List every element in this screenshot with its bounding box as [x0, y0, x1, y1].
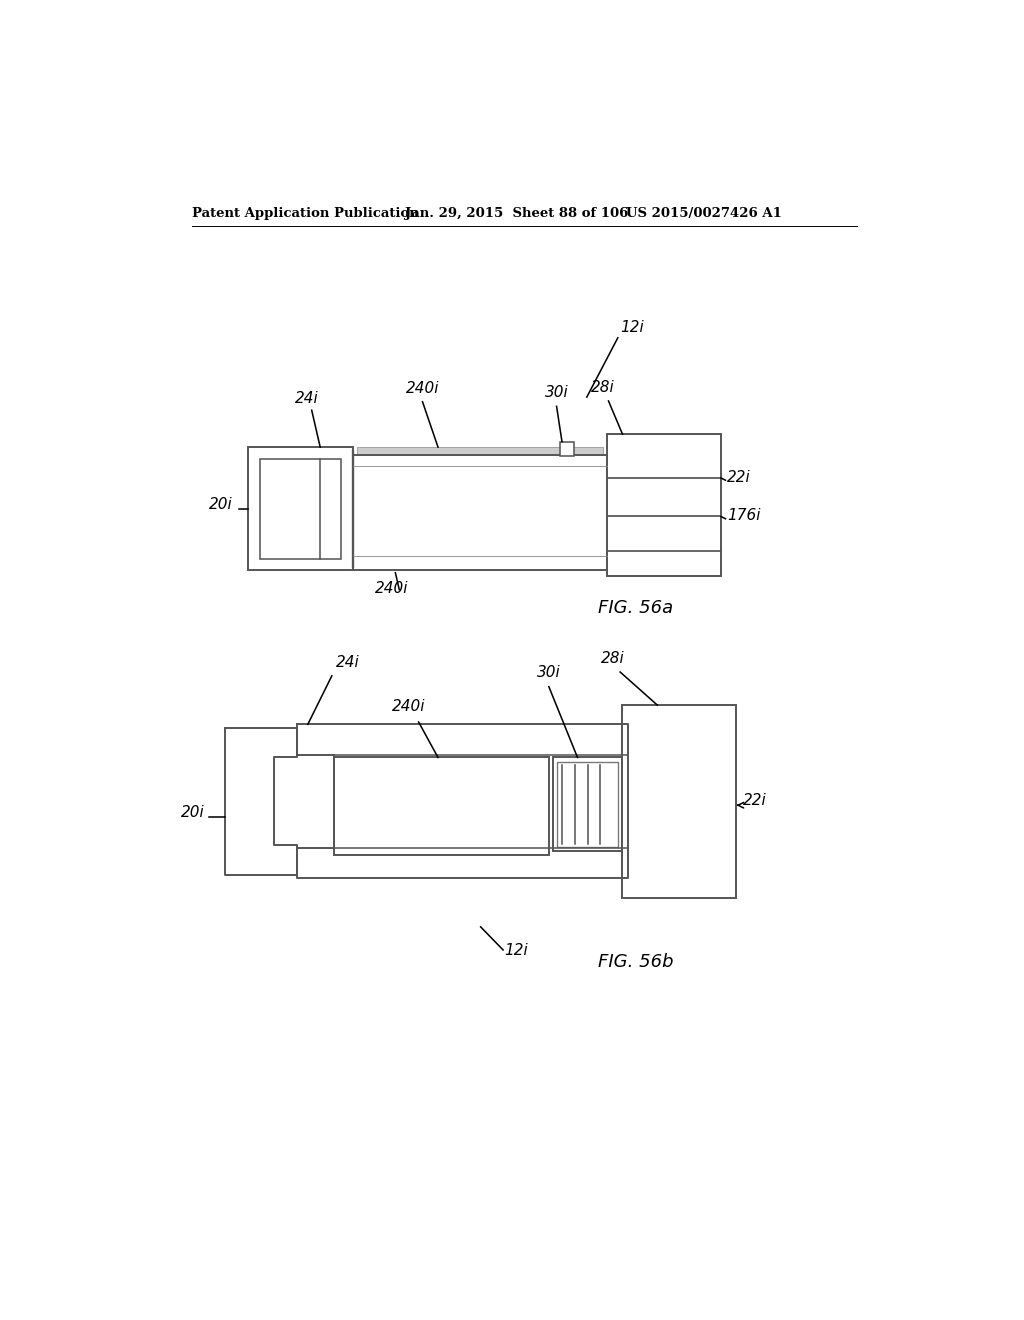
Bar: [352, 455, 607, 570]
Text: 20i: 20i: [180, 805, 205, 820]
Text: 22i: 22i: [742, 793, 766, 808]
Bar: [607, 434, 721, 576]
Text: 30i: 30i: [545, 385, 568, 400]
Bar: [560, 442, 573, 455]
Text: 24i: 24i: [295, 391, 318, 407]
Text: FIG. 56b: FIG. 56b: [598, 953, 674, 972]
Text: 30i: 30i: [538, 664, 561, 680]
Text: 12i: 12i: [505, 944, 528, 958]
Bar: [553, 758, 623, 851]
Text: US 2015/0027426 A1: US 2015/0027426 A1: [627, 207, 782, 220]
Text: 20i: 20i: [209, 496, 233, 512]
Text: Jan. 29, 2015  Sheet 88 of 106: Jan. 29, 2015 Sheet 88 of 106: [406, 207, 629, 220]
Text: 176i: 176i: [727, 508, 761, 523]
Bar: [334, 758, 549, 855]
Text: 28i: 28i: [601, 651, 625, 665]
Text: FIG. 56a: FIG. 56a: [598, 599, 674, 616]
Bar: [623, 705, 736, 898]
Bar: [248, 447, 352, 570]
Bar: [557, 762, 617, 847]
Text: 22i: 22i: [727, 470, 751, 484]
Text: 240i: 240i: [375, 581, 408, 597]
Bar: [356, 447, 603, 461]
Bar: [260, 459, 341, 558]
Text: 12i: 12i: [621, 319, 644, 335]
Text: 240i: 240i: [406, 381, 439, 396]
Text: 28i: 28i: [591, 380, 614, 395]
Text: Patent Application Publication: Patent Application Publication: [193, 207, 419, 220]
Text: 240i: 240i: [391, 700, 425, 714]
Text: 24i: 24i: [336, 655, 359, 669]
